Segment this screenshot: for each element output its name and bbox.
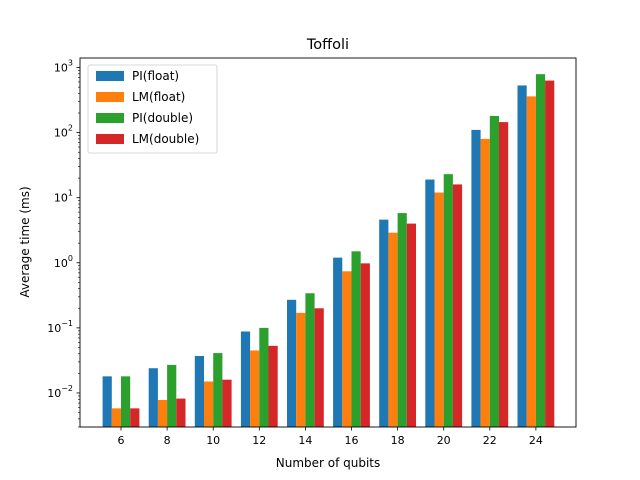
- y-tick-label: 102: [54, 124, 73, 140]
- x-tick-label: 22: [483, 434, 497, 447]
- bar-LM(float)-22: [480, 138, 490, 427]
- y-tick-label: 100: [54, 254, 73, 270]
- legend-label: LM(float): [132, 90, 185, 104]
- x-tick-label: 24: [529, 434, 543, 447]
- bar-LM(float)-24: [526, 96, 536, 427]
- y-tick-label: 101: [54, 189, 73, 205]
- bar-LM(float)-18: [388, 232, 398, 427]
- bar-PI(float)-22: [471, 129, 481, 427]
- x-tick-label: 12: [252, 434, 266, 447]
- y-tick-exponent: −1: [61, 319, 73, 328]
- legend-swatch: [96, 113, 124, 123]
- y-tick-label: 103: [54, 59, 73, 75]
- x-axis-label: Number of qubits: [276, 456, 381, 470]
- bar-LM(double)-20: [452, 184, 463, 427]
- y-tick-base: 10: [54, 257, 68, 270]
- y-tick-base: 10: [54, 127, 68, 140]
- x-tick-label: 18: [391, 434, 405, 447]
- y-tick-base: 10: [47, 387, 61, 400]
- bar-PI(double)-14: [305, 293, 315, 427]
- legend: PI(float) LM(float) PI(double) LM(double): [87, 64, 218, 154]
- y-tick-exponent: 2: [68, 124, 73, 133]
- chart-title: Toffoli: [306, 37, 349, 53]
- y-tick-base: 10: [54, 62, 68, 75]
- bar-PI(double)-6: [121, 376, 131, 427]
- legend-swatch: [96, 71, 124, 81]
- legend-box: [87, 64, 218, 154]
- bar-LM(float)-16: [342, 271, 352, 427]
- legend-swatch: [96, 92, 124, 102]
- bar-PI(float)-10: [194, 355, 204, 427]
- x-tick-label: 16: [345, 434, 359, 447]
- bar-PI(float)-6: [102, 376, 112, 427]
- bar-PI(float)-24: [517, 85, 527, 428]
- bar-LM(float)-12: [250, 350, 260, 427]
- legend-label: LM(double): [132, 132, 199, 146]
- bar-LM(double)-12: [268, 345, 278, 427]
- legend-label: PI(float): [132, 69, 179, 83]
- bar-PI(float)-20: [425, 179, 435, 427]
- y-tick-base: 10: [54, 192, 68, 205]
- bar-LM(double)-24: [545, 80, 555, 427]
- y-tick-exponent: 0: [68, 254, 73, 263]
- bar-PI(float)-16: [333, 257, 343, 427]
- bar-PI(double)-16: [351, 251, 361, 427]
- bar-PI(double)-10: [213, 353, 223, 427]
- y-tick-exponent: 3: [68, 59, 73, 68]
- bar-LM(float)-6: [111, 408, 121, 427]
- bar-PI(double)-22: [489, 115, 499, 428]
- bar-LM(double)-14: [314, 308, 324, 427]
- bar-PI(double)-20: [443, 174, 453, 427]
- bar-LM(float)-10: [204, 381, 214, 427]
- y-tick-exponent: −2: [61, 384, 73, 393]
- bar-LM(float)-8: [157, 399, 168, 427]
- x-tick-label: 14: [298, 434, 312, 447]
- bar-LM(double)-18: [406, 223, 416, 427]
- x-axis-ticks: 6 8 10 12 14 16 18 20 22 24: [118, 427, 543, 447]
- y-tick-exponent: 1: [68, 189, 73, 198]
- legend-swatch: [96, 134, 124, 144]
- y-tick-label: 10−1: [47, 319, 73, 335]
- y-axis-label: Average time (ms): [18, 186, 32, 297]
- bar-PI(float)-12: [240, 331, 251, 427]
- bar-LM(float)-14: [296, 312, 306, 427]
- bar-PI(double)-24: [535, 74, 546, 428]
- bar-LM(double)-16: [360, 263, 370, 427]
- bars-group: [102, 74, 555, 428]
- x-tick-label: 8: [164, 434, 171, 447]
- y-tick-base: 10: [47, 322, 61, 335]
- bar-PI(float)-14: [287, 299, 297, 427]
- bar-LM(double)-22: [499, 122, 509, 427]
- bar-PI(float)-18: [379, 219, 389, 427]
- bar-PI(float)-8: [148, 368, 158, 427]
- bar-LM(double)-8: [176, 398, 186, 427]
- x-tick-label: 10: [206, 434, 220, 447]
- bar-LM(double)-10: [222, 379, 232, 427]
- y-tick-label: 10−2: [47, 384, 73, 400]
- bar-PI(double)-8: [167, 364, 177, 427]
- x-tick-label: 6: [118, 434, 125, 447]
- plot-frame: [79, 57, 577, 428]
- legend-label: PI(double): [132, 111, 193, 125]
- bar-LM(float)-20: [434, 192, 444, 427]
- bar-LM(double)-6: [130, 408, 140, 427]
- bar-PI(double)-18: [397, 213, 407, 427]
- bar-PI(double)-12: [259, 327, 269, 427]
- x-tick-label: 20: [437, 434, 451, 447]
